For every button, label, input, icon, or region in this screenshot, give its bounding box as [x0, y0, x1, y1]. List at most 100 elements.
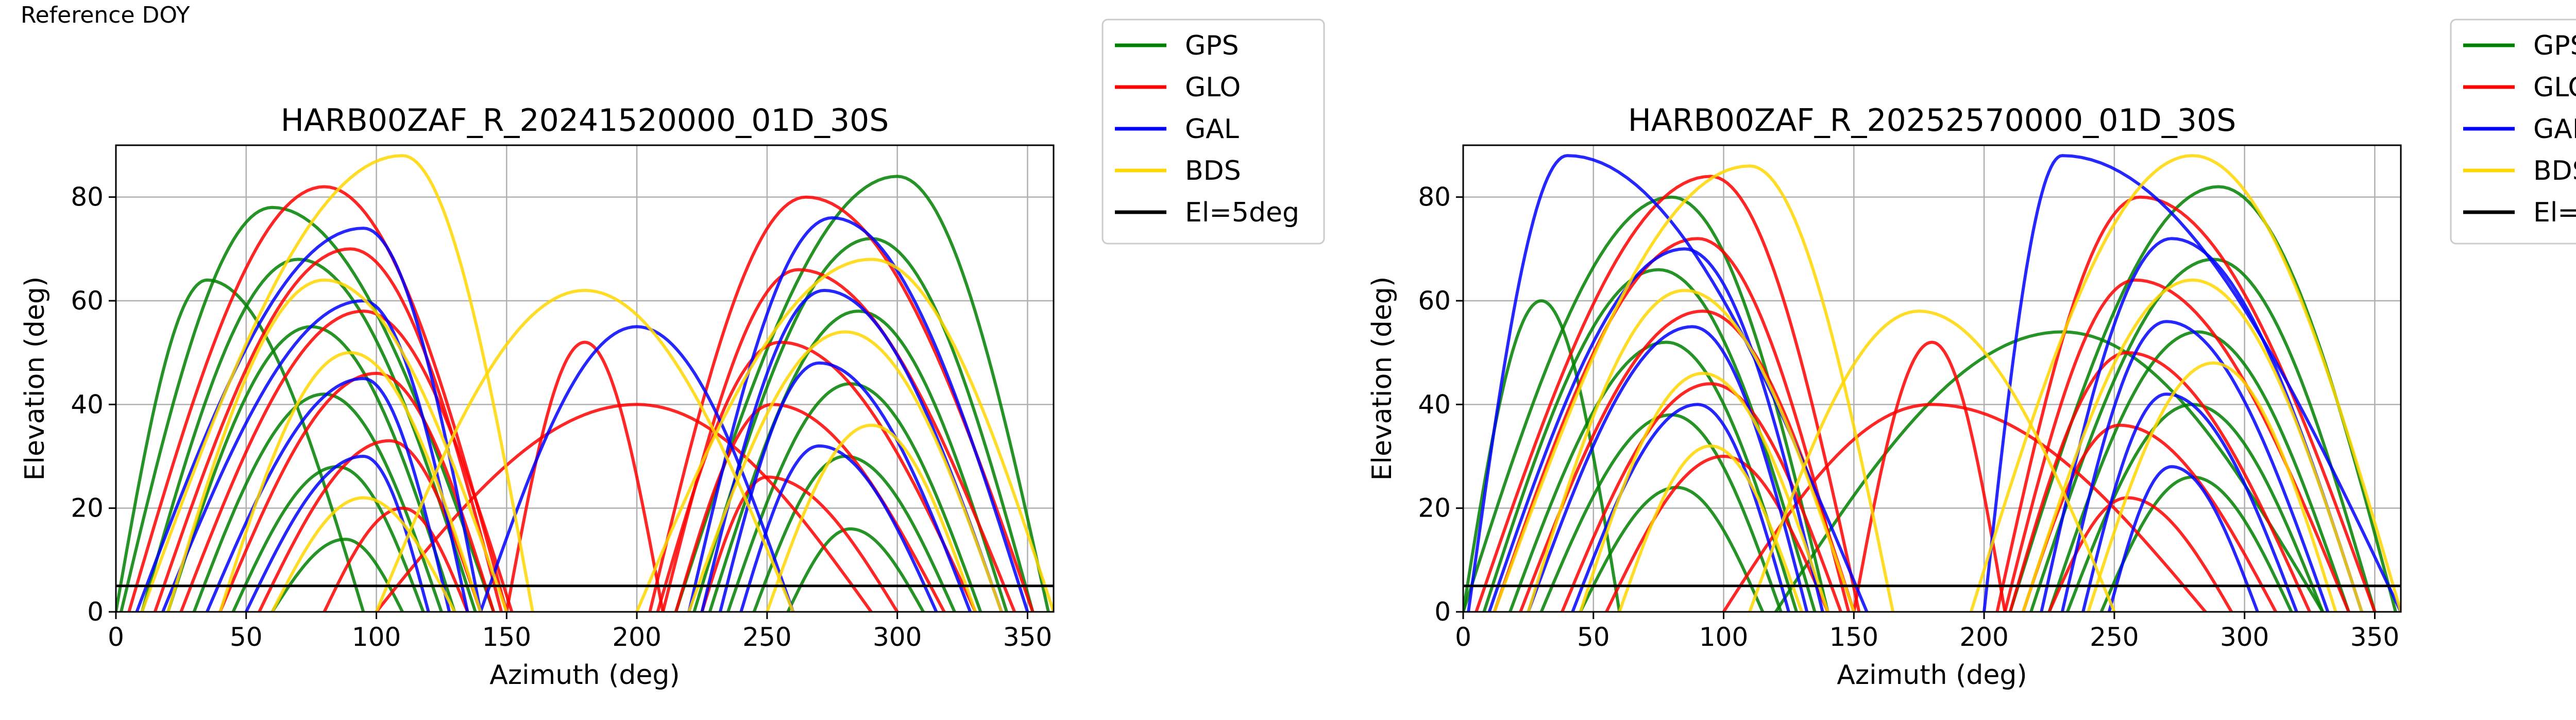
- satellite-arc-gal: [2081, 392, 2298, 612]
- legend-label: El=5deg: [2533, 197, 2576, 228]
- satellite-arc-bds: [765, 423, 977, 612]
- satellite-arc-bds: [1493, 164, 1895, 612]
- y-tick-label: 20: [1418, 493, 1451, 523]
- satellite-arc-glo: [323, 506, 469, 612]
- satellite-arc-gal: [687, 216, 1029, 612]
- x-tick-label: 150: [1829, 622, 1878, 652]
- satellite-arc-bds: [375, 288, 795, 612]
- legend: GPS GLO GAL BDS El=5deg: [1101, 19, 1325, 245]
- satellite-arc-gps: [1509, 340, 1799, 612]
- satellite-arc-bds: [1618, 444, 1804, 612]
- satellite-arc-glo: [179, 310, 514, 612]
- satellite-arc-gal: [1527, 325, 1809, 612]
- satellite-arc-gps: [786, 527, 925, 612]
- y-tick-label: 0: [87, 597, 104, 627]
- satellite-arc-bds: [218, 351, 482, 612]
- satellite-arc-glo: [1995, 195, 2377, 612]
- satellite-arc-gal: [1467, 154, 1869, 612]
- legend-label: GPS: [1185, 30, 1239, 61]
- axes-frame: [115, 144, 1055, 613]
- y-tick-label: 20: [71, 493, 104, 523]
- satellite-arc-glo: [661, 268, 1016, 612]
- satellite-arc-glo: [1475, 175, 1861, 612]
- chart-title: HARB00ZAF_R_20241520000_01D_30S: [281, 102, 889, 139]
- x-tick-label: 50: [1577, 622, 1610, 652]
- x-tick-label: 0: [108, 622, 124, 652]
- y-tick-label: 0: [1434, 597, 1451, 627]
- chart-title: HARB00ZAF_R_20252570000_01D_30S: [1628, 102, 2236, 139]
- satellite-arc-glo: [1561, 382, 1843, 612]
- legend-label: GAL: [2533, 114, 2576, 145]
- legend-box: [1101, 19, 1325, 245]
- y-tick-label: 60: [1418, 286, 1451, 316]
- satellite-arc-bds: [687, 330, 1003, 612]
- satellite-arc-gps: [2047, 330, 2350, 612]
- satellite-arc-gps: [116, 278, 365, 612]
- satellite-arc-gal: [718, 361, 972, 612]
- x-tick-label: 100: [1699, 622, 1748, 652]
- legend-label: BDS: [2533, 156, 2576, 186]
- satellite-arc-glo: [505, 340, 665, 612]
- satellite-arc-glo: [2008, 351, 2312, 612]
- x-tick-label: 200: [1959, 622, 2008, 652]
- x-axis-label: Azimuth (deg): [1837, 660, 2027, 691]
- x-tick-label: 300: [2220, 622, 2269, 652]
- x-tick-label: 0: [1455, 622, 1471, 652]
- x-tick-label: 300: [873, 622, 922, 652]
- reference-doy-label: Reference DOY: [21, 2, 190, 28]
- legend-label: GLO: [1185, 72, 1241, 103]
- satellite-arc-bds: [166, 278, 509, 612]
- satellite-arc-gal: [1487, 247, 1824, 612]
- legend-label: El=5deg: [1185, 197, 1299, 228]
- y-axis-label: Elevation (deg): [20, 277, 50, 481]
- satellite-arc-gal: [244, 454, 430, 612]
- satellite-arc-glo: [1605, 454, 1829, 612]
- x-tick-label: 250: [2090, 622, 2139, 652]
- satellite-arc-bds: [1969, 154, 2401, 612]
- y-tick-label: 80: [1418, 182, 1451, 212]
- skyplot-panel-right: 0 50 100 150 200 250 300 350 0 20 40 60 80 HARB00ZAF_…: [1367, 19, 2576, 691]
- legend-label: GAL: [1185, 114, 1239, 145]
- satellite-arc-bds: [2021, 278, 2364, 612]
- satellite-arc-gal: [2060, 320, 2330, 612]
- axes-frame: [1462, 144, 2402, 613]
- satellite-arc-gal: [1982, 154, 2401, 612]
- satellite-arc-gps: [674, 175, 1050, 612]
- satellite-arc-gps: [1774, 330, 2325, 612]
- satellite-arc-glo: [1493, 237, 1851, 612]
- x-tick-label: 200: [612, 622, 661, 652]
- x-tick-label: 50: [230, 622, 263, 652]
- satellite-arc-bds: [2087, 361, 2337, 612]
- satellite-tracks: [116, 154, 1054, 612]
- legend-label: GLO: [2533, 72, 2576, 103]
- satellite-arc-glo: [375, 403, 873, 612]
- satellite-arc-gps: [270, 538, 404, 612]
- satellite-arc-gps: [192, 392, 443, 612]
- satellite-arc-bds: [1579, 371, 1829, 612]
- y-tick-label: 60: [71, 286, 104, 316]
- satellite-arc-gps: [140, 258, 477, 612]
- satellite-tracks: [1463, 154, 2401, 612]
- legend: GPS GLO GAL BDS El=5deg: [2450, 19, 2576, 245]
- satellite-arc-gps: [708, 310, 1008, 612]
- y-tick-label: 80: [71, 182, 104, 212]
- satellite-arc-glo: [2003, 278, 2350, 612]
- x-tick-label: 250: [742, 622, 791, 652]
- y-tick-label: 40: [71, 389, 104, 419]
- satellite-arc-glo: [1852, 340, 2007, 612]
- y-axis-label: Elevation (deg): [1367, 277, 1398, 481]
- satellite-arc-bds: [1748, 310, 2116, 612]
- satellite-arc-bds: [270, 496, 456, 612]
- satellite-arc-glo: [218, 371, 496, 612]
- satellite-arc-gal: [2107, 465, 2259, 612]
- x-tick-label: 350: [2350, 622, 2399, 652]
- satellite-arc-gal: [700, 288, 1003, 612]
- legend-label: BDS: [1185, 156, 1241, 186]
- legend-label: GPS: [2533, 30, 2576, 61]
- satellite-arc-bds: [140, 154, 534, 612]
- x-tick-label: 150: [482, 622, 531, 652]
- skyplot-panel-left: 0 50 100 150 200 250 300 350 0 20 40 60 80 HARB00ZAF_…: [20, 19, 1325, 691]
- y-tick-label: 40: [1418, 389, 1451, 419]
- satellite-arc-bds: [1527, 288, 1856, 612]
